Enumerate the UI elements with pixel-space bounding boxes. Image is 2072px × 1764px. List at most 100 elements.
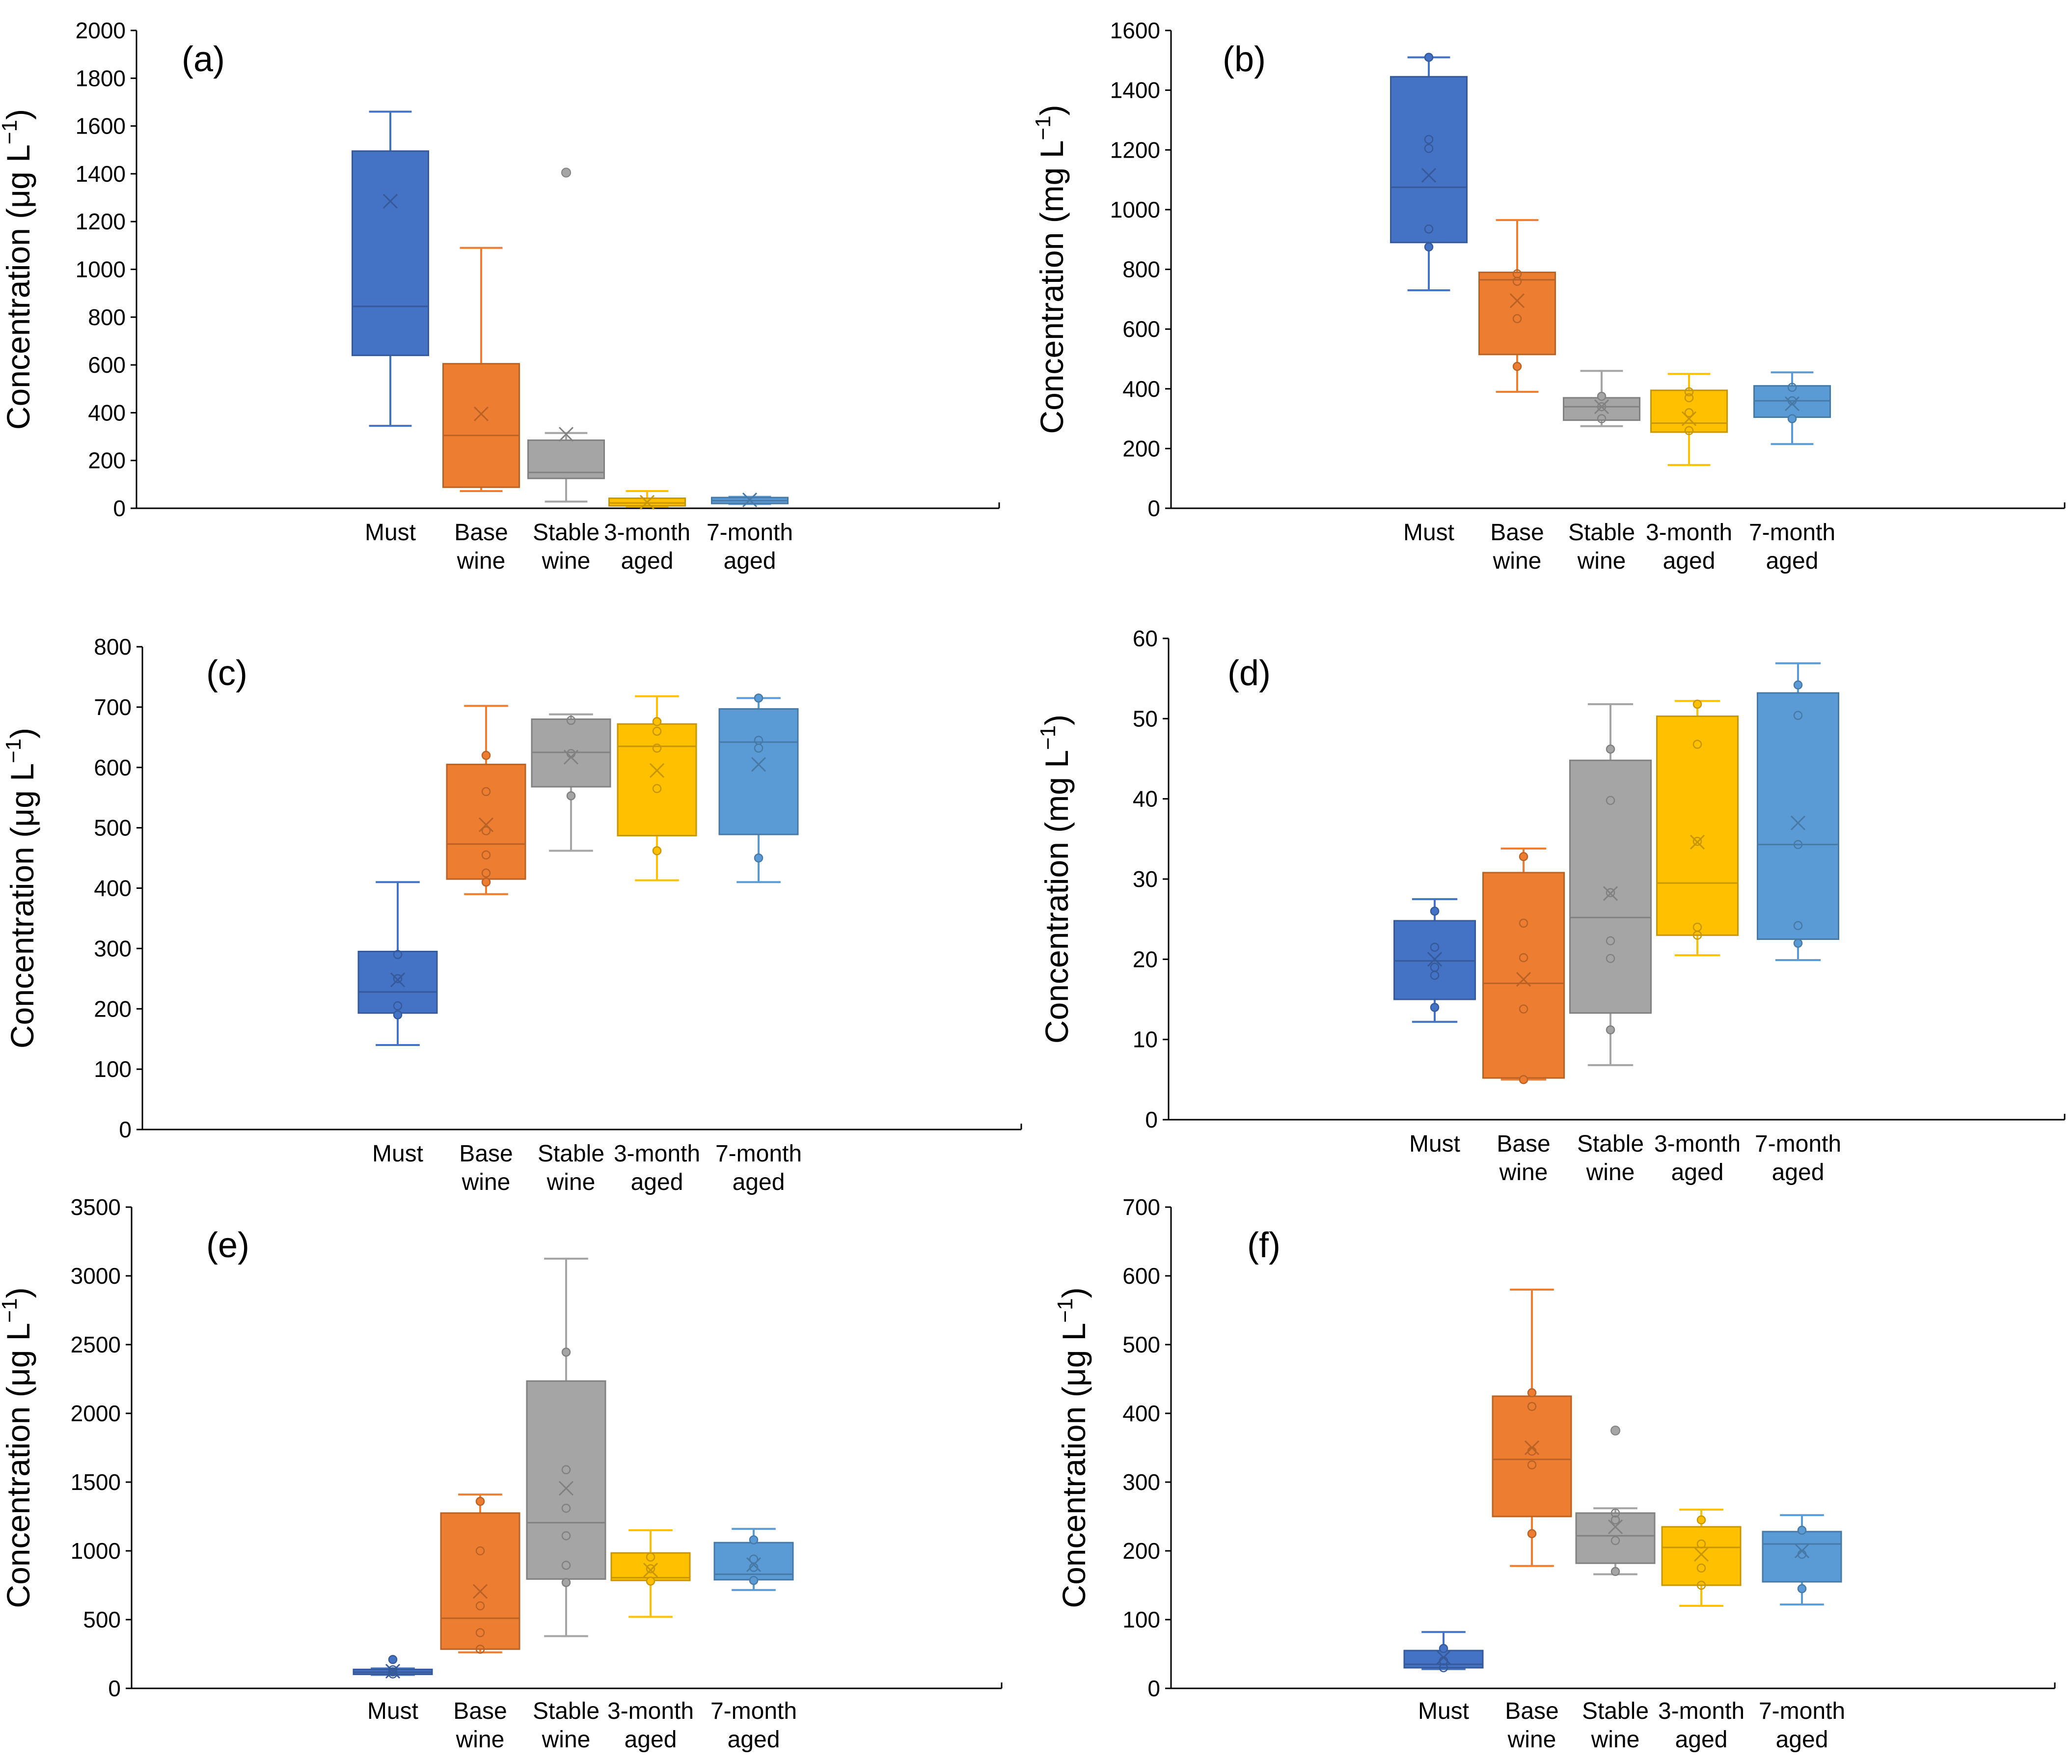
y-tick-label: 700 [1122,1194,1160,1220]
y-tick-label: 1000 [71,1538,121,1564]
data-point [1519,953,1528,963]
data-point [1793,680,1803,689]
y-axis-label: Concentration (μg L−1) [1053,1287,1092,1608]
y-axis-label-close: ) [1034,105,1070,115]
chart-d: 0 10 20 30 40 50 60 Concentration (mg L−1) (d) Mu… [1036,626,2066,1185]
data-point [388,1665,398,1675]
y-axis-label-close: ) [1038,715,1075,725]
category-label: Base [459,1141,513,1167]
y-tick-label: 500 [83,1607,121,1632]
chart-e: 0 500 1000 1500 2000 2500 3000 3500 Concentratio… [0,1194,1003,1753]
data-point [1439,1644,1448,1654]
y-tick-label: 0 [113,496,126,521]
mean-marker [649,763,665,778]
category-label: aged [1776,1727,1828,1753]
box-stable-wine [526,1258,606,1637]
y-tick-label: 100 [94,1056,132,1082]
mean-marker [382,193,398,209]
data-point [475,1496,485,1506]
category-label: wine [462,1169,511,1195]
y-axis-label-sup: −1 [0,120,22,144]
data-point [481,787,491,797]
y-tick-label: 1500 [71,1469,121,1495]
mean-marker [746,1557,762,1572]
box-body [617,723,697,837]
mean-marker [558,1481,574,1496]
data-point [393,974,403,984]
y-axis-label-close: ) [4,728,40,739]
category-label: wine [542,1727,591,1753]
data-point [749,1535,759,1544]
mean-marker [558,427,574,442]
data-point [1424,53,1434,62]
box-base-wine [1478,219,1556,393]
category-label: Stable [538,1141,604,1167]
y-tick-label: 100 [1122,1607,1160,1632]
box-must [353,1654,433,1679]
y-tick-label: 300 [94,936,132,961]
y-axis-label-sup: −1 [1,739,26,763]
category-label: 7-month [1759,1698,1845,1724]
data-point [1797,1584,1807,1594]
y-axis-label-sup: −1 [1036,725,1060,750]
data-point [561,1503,571,1513]
category-label: 3-month [614,1141,700,1167]
data-point [1424,135,1434,144]
y-tick-label: 400 [1122,1401,1160,1426]
data-point [561,1578,571,1587]
data-point [1512,361,1522,371]
y-tick-label: 500 [94,815,132,841]
mean-marker [1794,1543,1810,1559]
data-point [1439,1663,1448,1673]
category-label: wine [1591,1727,1640,1753]
y-axis-label-sup: −1 [1031,115,1055,140]
box-3-month-aged [1656,699,1739,957]
data-point [1519,1004,1528,1014]
box-must [1390,53,1468,292]
data-point [652,717,662,726]
mean-marker [478,817,494,832]
box-stable-wine [531,713,611,852]
category-label: aged [621,548,674,574]
mean-marker [385,1663,401,1679]
panel-label: (d) [1227,654,1271,693]
box-7-month-aged [713,1528,794,1591]
category-label: Base [453,1698,507,1724]
box-stable-wine [1575,1426,1656,1576]
y-axis-label-main: Concentration (μg L [0,144,36,430]
chart-c: 0 100 200 300 400 500 600 700 800 Concentration (… [1,634,1022,1195]
data-point [1684,426,1694,436]
data-point [754,736,763,745]
panel-label: (c) [206,654,247,693]
box-7-month-aged [1753,371,1831,445]
data-point [1512,314,1522,324]
category-label: Must [365,520,416,546]
mean-marker [1690,834,1705,850]
data-point [1512,269,1522,278]
data-point [754,853,763,863]
y-tick-label: 3500 [71,1194,121,1220]
y-tick-label: 800 [88,304,126,330]
outlier-point [561,167,571,178]
y-tick-label: 800 [1122,257,1160,282]
data-point [475,1546,485,1556]
data-point [481,750,491,760]
category-label: aged [733,1169,785,1195]
data-point [1424,224,1434,234]
category-label: aged [1772,1159,1825,1185]
y-tick-label: 50 [1133,706,1158,731]
y-tick-label: 2000 [76,18,126,43]
data-point [1527,1388,1537,1398]
panel-label: (b) [1223,40,1266,79]
y-tick-label: 1600 [1110,18,1160,43]
y-tick-label: 800 [94,634,132,660]
category-label: Stable [533,520,600,546]
y-tick-label: 3000 [71,1263,121,1289]
data-point [1606,936,1615,946]
mean-marker [1594,399,1609,414]
category-label: Must [1418,1698,1469,1724]
category-label: wine [542,548,591,574]
category-label: 3-month [1654,1131,1741,1157]
y-tick-label: 200 [94,996,132,1021]
data-point [475,1628,485,1637]
